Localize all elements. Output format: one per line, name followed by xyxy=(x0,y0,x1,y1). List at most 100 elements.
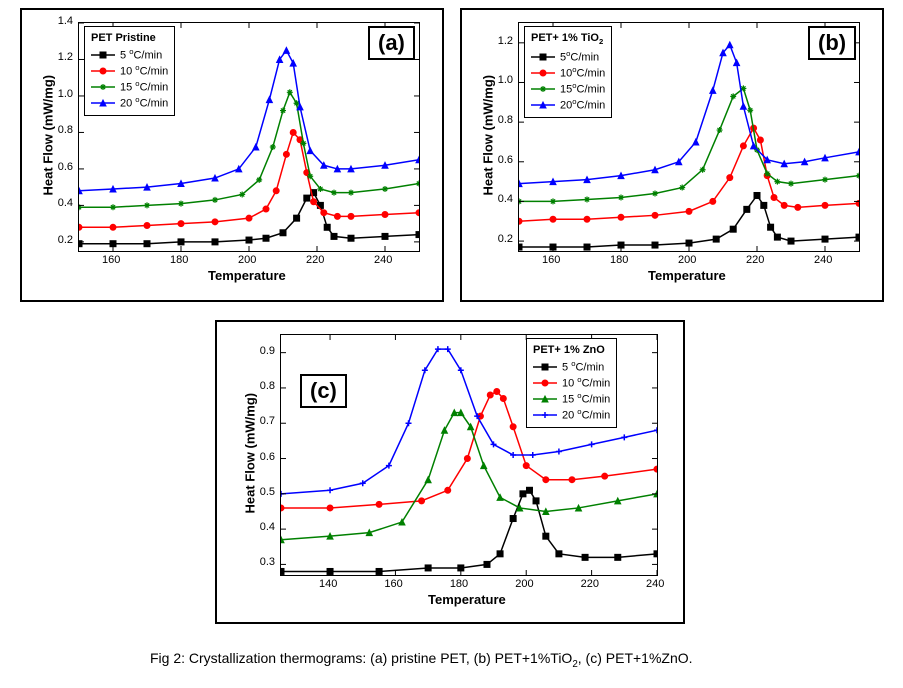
series-marker xyxy=(266,97,272,103)
series-marker xyxy=(652,212,658,218)
series-marker xyxy=(526,487,532,493)
legend-row: 15oC/min xyxy=(531,81,605,97)
series-marker xyxy=(290,60,296,66)
series-marker xyxy=(321,210,327,216)
series-marker xyxy=(518,218,522,224)
series-marker xyxy=(348,235,354,241)
x-tick-label: 240 xyxy=(646,578,664,590)
series-marker xyxy=(500,396,506,402)
series-line-b-1 xyxy=(519,128,859,221)
legend-c: PET+ 1% ZnO5 oC/min10 oC/min15 oC/min20 … xyxy=(526,338,617,428)
series-line-a-1 xyxy=(79,132,419,227)
x-tick-label: 200 xyxy=(515,578,533,590)
series-marker xyxy=(327,487,333,493)
series-marker xyxy=(487,392,493,398)
y-tick-label: 0.8 xyxy=(498,114,513,126)
y-tick-label: 0.5 xyxy=(260,486,275,498)
legend-row: 10 oC/min xyxy=(91,63,168,79)
y-tick-label: 1.4 xyxy=(58,15,73,27)
legend-row: 10 oC/min xyxy=(533,375,610,391)
x-axis-label-b: Temperature xyxy=(648,268,726,283)
series-marker xyxy=(497,494,503,500)
legend-swatch xyxy=(531,52,555,62)
series-marker xyxy=(754,192,760,198)
series-marker xyxy=(416,210,420,216)
series-marker xyxy=(78,224,82,230)
series-marker xyxy=(382,186,388,192)
series-marker xyxy=(550,216,556,222)
series-marker xyxy=(654,427,658,433)
y-tick-label: 0.8 xyxy=(58,124,73,136)
series-marker xyxy=(652,191,658,197)
x-tick-label: 240 xyxy=(374,254,392,266)
y-tick-label: 0.2 xyxy=(498,233,513,245)
series-line-c-0 xyxy=(281,490,657,571)
y-tick-label: 0.6 xyxy=(58,161,73,173)
y-tick-label: 1.0 xyxy=(498,74,513,86)
series-marker xyxy=(856,234,860,240)
legend-b: PET+ 1% TiO25oC/min10oC/min15oC/min20oC/… xyxy=(524,26,612,118)
series-marker xyxy=(331,190,337,196)
x-tick-label: 220 xyxy=(746,254,764,266)
panel-letter-b: (b) xyxy=(808,26,856,60)
y-axis-label-b: Heat Flow (mW/mg) xyxy=(481,76,496,196)
y-tick-label: 0.6 xyxy=(498,154,513,166)
series-marker xyxy=(406,420,412,426)
x-tick-label: 180 xyxy=(450,578,468,590)
series-marker xyxy=(307,148,313,154)
series-marker xyxy=(764,171,770,177)
series-marker xyxy=(584,244,590,250)
legend-swatch xyxy=(531,84,555,94)
x-tick-label: 200 xyxy=(238,254,256,266)
x-tick-label: 180 xyxy=(610,254,628,266)
series-marker xyxy=(348,213,354,219)
series-marker xyxy=(331,233,337,239)
legend-label: 10oC/min xyxy=(560,65,605,81)
series-marker xyxy=(788,181,794,187)
x-tick-label: 180 xyxy=(170,254,188,266)
series-marker xyxy=(710,87,716,93)
legend-swatch xyxy=(531,68,555,78)
series-marker xyxy=(510,516,516,522)
x-axis-label-a: Temperature xyxy=(208,268,286,283)
series-marker xyxy=(497,551,503,557)
x-tick-label: 160 xyxy=(102,254,120,266)
y-tick-label: 0.9 xyxy=(260,345,275,357)
series-marker xyxy=(582,554,588,560)
series-marker xyxy=(781,202,787,208)
y-tick-label: 0.4 xyxy=(260,521,275,533)
series-marker xyxy=(110,241,116,247)
y-tick-label: 0.6 xyxy=(260,451,275,463)
legend-label: 10 oC/min xyxy=(120,63,168,79)
series-marker xyxy=(771,194,777,200)
series-marker xyxy=(246,237,252,243)
series-marker xyxy=(520,491,526,497)
series-marker xyxy=(727,175,733,181)
series-marker xyxy=(178,221,184,227)
legend-label: 5oC/min xyxy=(560,49,599,65)
series-marker xyxy=(376,568,382,574)
legend-label: 15oC/min xyxy=(560,81,605,97)
panel-letter-c: (c) xyxy=(300,374,347,408)
legend-label: 15 oC/min xyxy=(562,391,610,407)
series-marker xyxy=(283,47,289,53)
series-marker xyxy=(484,561,490,567)
legend-swatch xyxy=(531,100,555,110)
series-marker xyxy=(290,129,296,135)
y-tick-label: 1.2 xyxy=(58,51,73,63)
series-marker xyxy=(795,204,801,210)
series-marker xyxy=(382,212,388,218)
series-marker xyxy=(178,201,184,207)
x-tick-label: 160 xyxy=(542,254,560,266)
series-marker xyxy=(589,441,595,447)
legend-title-b: PET+ 1% TiO2 xyxy=(531,31,605,47)
figure-container: 160 180 200 220 240 0.2 0.4 0.6 0.8 1.0 1.2 1.4 Heat… xyxy=(0,0,903,688)
y-tick-label: 1.2 xyxy=(498,35,513,47)
series-marker xyxy=(304,195,310,201)
legend-label: 15 oC/min xyxy=(120,79,168,95)
series-marker xyxy=(294,215,300,221)
series-marker xyxy=(654,551,658,557)
series-marker xyxy=(618,194,624,200)
legend-swatch xyxy=(533,410,557,420)
series-marker xyxy=(376,501,382,507)
